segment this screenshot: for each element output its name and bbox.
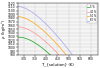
- 50 %: [65, 54, 66, 55]
- Y-axis label: ρ (kg/m³): ρ (kg/m³): [2, 20, 6, 38]
- 60 %: [65, 46, 66, 47]
- Legend: 5 %, 40 %, 50 %, 60 %: 5 %, 40 %, 50 %, 60 %: [87, 4, 97, 23]
- 5 %: [17, 37, 18, 38]
- Line: 40 %: 40 %: [18, 27, 98, 68]
- Line: 50 %: 50 %: [18, 17, 98, 68]
- 60 %: [17, 6, 18, 7]
- 40 %: [17, 26, 18, 27]
- 50 %: [17, 16, 18, 17]
- 5 %: [18, 37, 19, 38]
- 50 %: [17, 16, 18, 17]
- 5 %: [17, 37, 18, 38]
- 40 %: [17, 26, 18, 27]
- Line: 5 %: 5 %: [18, 37, 98, 68]
- 60 %: [65, 45, 66, 46]
- 60 %: [66, 47, 68, 48]
- X-axis label: T_{solution} (K): T_{solution} (K): [42, 62, 74, 66]
- Line: 60 %: 60 %: [18, 6, 98, 68]
- 40 %: [65, 62, 66, 63]
- 60 %: [17, 6, 18, 7]
